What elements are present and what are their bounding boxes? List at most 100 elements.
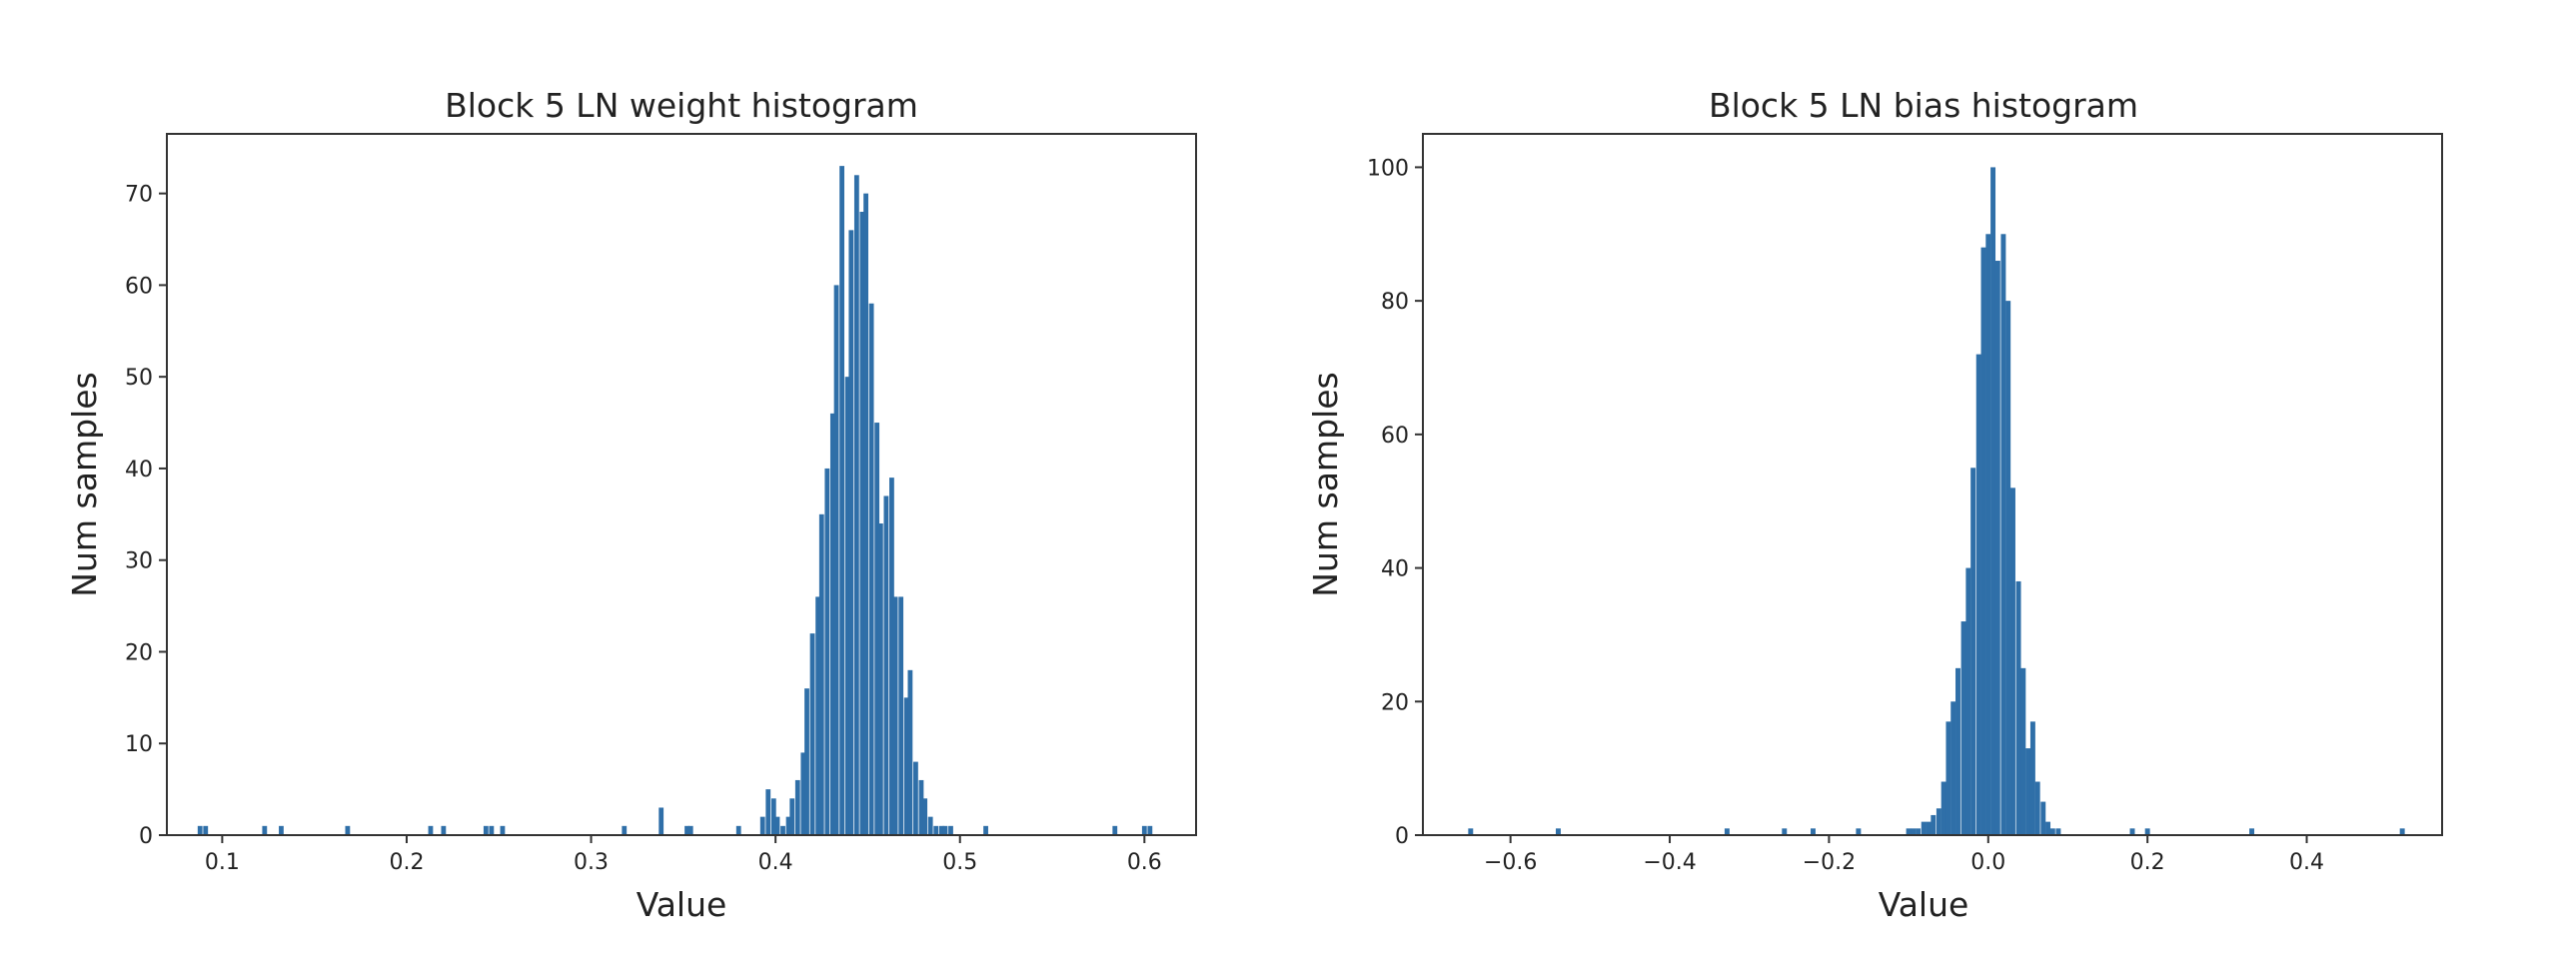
histogram-bar bbox=[1994, 261, 2000, 835]
plot-frame bbox=[1422, 133, 2443, 836]
histogram-bar bbox=[2144, 828, 2150, 835]
axis-ticks: −0.6 −0.4 −0.2 0.0 0.2 0.4 0 20 40 60 80 100 bbox=[1367, 156, 2324, 875]
histogram-bar bbox=[833, 285, 839, 836]
histogram-bar bbox=[2045, 821, 2051, 835]
x-tick-label: 0.4 bbox=[2289, 850, 2324, 875]
x-tick-label: −0.6 bbox=[1484, 850, 1537, 875]
histogram-bar bbox=[844, 377, 850, 835]
histogram-bar bbox=[770, 798, 776, 835]
histogram-bar bbox=[922, 798, 928, 835]
histogram-bar bbox=[983, 825, 988, 835]
histogram-bar bbox=[622, 825, 628, 835]
histogram-bar bbox=[2005, 301, 2011, 836]
histogram-bar bbox=[1935, 808, 1941, 835]
y-tick-label: 0 bbox=[139, 824, 153, 849]
histogram-bar bbox=[345, 825, 351, 835]
x-tick-label: 0.4 bbox=[758, 850, 793, 875]
histogram-bar bbox=[794, 779, 800, 835]
histogram-bar bbox=[489, 825, 495, 835]
histogram-bar bbox=[2025, 748, 2031, 835]
histogram-bar bbox=[441, 825, 447, 835]
histogram-bar bbox=[1141, 825, 1147, 835]
histogram-bar bbox=[765, 789, 771, 835]
histogram-bar bbox=[868, 303, 874, 835]
histogram-bar bbox=[948, 825, 953, 835]
histogram-bar bbox=[829, 413, 835, 835]
histogram-bar bbox=[853, 175, 859, 835]
x-tick-label: 0.5 bbox=[942, 850, 977, 875]
histogram-bar bbox=[938, 825, 944, 835]
x-axis-label: Value bbox=[637, 885, 727, 924]
y-tick-label: 20 bbox=[1381, 690, 1409, 715]
histogram-bar bbox=[903, 697, 909, 835]
histogram-bar bbox=[913, 761, 918, 835]
y-tick-label: 60 bbox=[125, 274, 153, 299]
histogram-bar bbox=[889, 478, 894, 835]
histogram-bar bbox=[800, 752, 806, 835]
histogram-bar bbox=[1945, 721, 1951, 835]
histogram-bar bbox=[500, 825, 506, 835]
histogram-bar bbox=[1940, 781, 1946, 835]
y-axis-label: Num samples bbox=[65, 372, 104, 596]
y-tick-label: 50 bbox=[125, 366, 153, 391]
histogram-bar bbox=[942, 825, 948, 835]
bias-histogram-panel: Block 5 LN bias histogram Value Num samp… bbox=[1306, 86, 2443, 924]
histogram-bar bbox=[2029, 721, 2035, 835]
histogram-bars bbox=[1468, 167, 2405, 836]
histogram-bar bbox=[2040, 801, 2046, 835]
histogram-bar bbox=[1965, 567, 1971, 835]
histogram-bar bbox=[907, 669, 913, 835]
x-tick-label: −0.4 bbox=[1643, 850, 1696, 875]
histogram-bar bbox=[1147, 825, 1153, 835]
histogram-bar bbox=[483, 825, 489, 835]
histogram-bars bbox=[197, 166, 1153, 836]
y-tick-label: 10 bbox=[125, 732, 153, 757]
y-tick-label: 30 bbox=[125, 549, 153, 574]
histogram-bar bbox=[898, 596, 904, 835]
histogram-bar bbox=[735, 825, 741, 835]
histogram-bar bbox=[1926, 821, 1932, 835]
y-axis-label: Num samples bbox=[1306, 372, 1345, 596]
y-tick-label: 60 bbox=[1381, 424, 1409, 449]
histogram-bar bbox=[1955, 667, 1960, 835]
histogram-bar bbox=[262, 825, 268, 835]
x-tick-label: 0.0 bbox=[1970, 850, 2005, 875]
y-tick-label: 40 bbox=[125, 458, 153, 483]
histogram-bar bbox=[824, 468, 830, 835]
y-tick-label: 80 bbox=[1381, 290, 1409, 315]
y-tick-label: 20 bbox=[125, 640, 153, 665]
weight-histogram-panel: Block 5 LN weight histogram Value Num sa… bbox=[65, 86, 1197, 924]
histogram-bar bbox=[2399, 828, 2405, 835]
histogram-bar bbox=[2129, 828, 2135, 835]
x-tick-label: −0.2 bbox=[1803, 850, 1856, 875]
histogram-bar bbox=[1782, 828, 1788, 835]
axis-ticks: 0.1 0.2 0.3 0.4 0.5 0.6 0 10 20 30 40 50 60 70 bbox=[125, 183, 1162, 875]
histogram-bar bbox=[774, 816, 780, 835]
histogram-bar bbox=[2049, 828, 2055, 835]
histogram-bar bbox=[428, 825, 434, 835]
histogram-bar bbox=[2020, 667, 2026, 835]
chart-title: Block 5 LN weight histogram bbox=[445, 86, 918, 125]
histogram-bar bbox=[684, 825, 689, 835]
histogram-bar bbox=[785, 816, 791, 835]
histogram-bar bbox=[279, 825, 284, 835]
histogram-bar bbox=[1555, 828, 1561, 835]
histogram-bar bbox=[1960, 621, 1966, 835]
x-tick-label: 0.1 bbox=[205, 850, 240, 875]
plot-frame bbox=[166, 133, 1197, 836]
histogram-bar bbox=[1970, 468, 1976, 835]
x-tick-label: 0.3 bbox=[574, 850, 609, 875]
histogram-bar bbox=[815, 596, 820, 835]
histogram-bar bbox=[2010, 488, 2015, 835]
chart-title: Block 5 LN bias histogram bbox=[1709, 86, 2138, 125]
x-tick-label: 0.2 bbox=[2130, 850, 2165, 875]
histogram-bar bbox=[933, 825, 939, 835]
histogram-bar bbox=[1985, 234, 1991, 836]
histogram-bar bbox=[877, 523, 883, 835]
histogram-bar bbox=[1911, 828, 1917, 835]
histogram-bar bbox=[687, 825, 693, 835]
histogram-bar bbox=[804, 688, 809, 835]
histogram-bar bbox=[1468, 828, 1474, 835]
histogram-bar bbox=[1950, 701, 1956, 835]
